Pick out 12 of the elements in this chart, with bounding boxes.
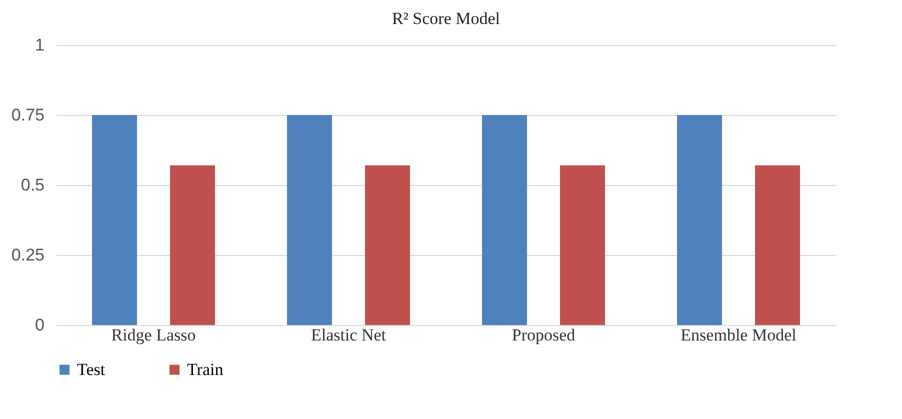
y-tick-label: 1 xyxy=(35,36,44,54)
x-tick-label: Elastic Net xyxy=(310,326,386,344)
x-tick-label: Ridge Lasso xyxy=(111,326,196,344)
y-tick-label: 0.25 xyxy=(11,246,44,264)
y-tick-label: 0 xyxy=(35,316,44,334)
x-tick-label: Proposed xyxy=(512,326,576,344)
x-tick-label: Ensemble Model xyxy=(680,326,797,344)
legend-label: Test xyxy=(77,360,106,379)
chart-title: R² Score Model xyxy=(392,9,500,28)
y-tick-label: 0.5 xyxy=(20,176,44,194)
y-tick-label: 0.75 xyxy=(11,106,44,124)
legend-label: Train xyxy=(187,360,224,379)
